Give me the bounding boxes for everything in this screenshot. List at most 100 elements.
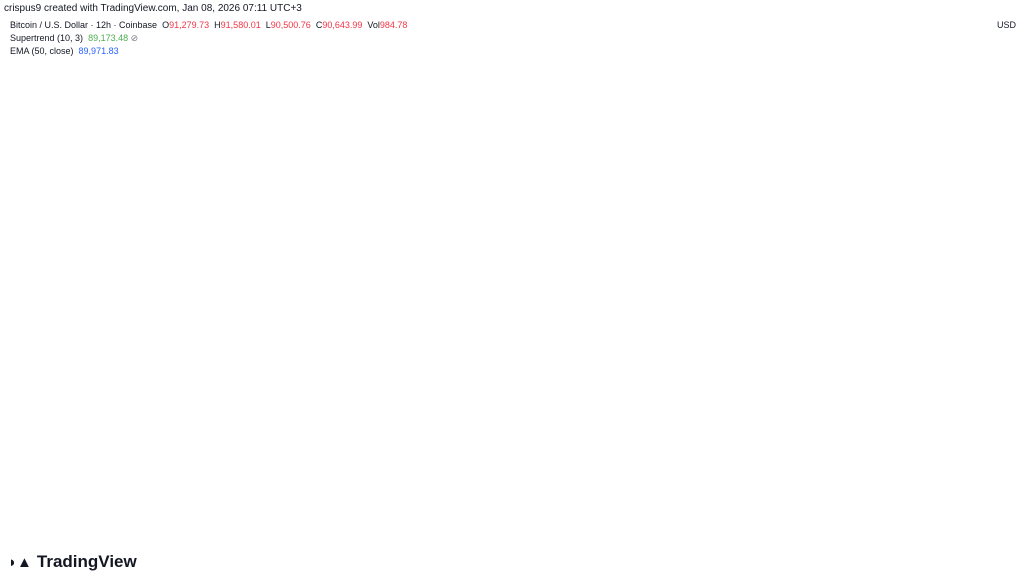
- y-tick-label: 88,000.00: [961, 412, 1006, 423]
- candle-body: [588, 418, 592, 438]
- candle-body: [73, 183, 76, 186]
- candle-body: [730, 376, 733, 381]
- candle-body: [534, 310, 537, 328]
- resistance-price-label: 94,516.82: [960, 353, 1005, 364]
- candle-body: [403, 175, 407, 182]
- candle-body: [810, 403, 813, 408]
- candle-body: [54, 193, 58, 201]
- candle-body: [160, 198, 163, 204]
- tradingview-logo: ◗▲ TradingView: [8, 552, 137, 572]
- measure-label: −3,844.00 (−4.06%) −384,400: [214, 401, 321, 410]
- candle-body: [192, 207, 196, 213]
- candle-body: [47, 196, 51, 200]
- candle-body: [123, 152, 127, 155]
- candle-body: [18, 205, 22, 210]
- candle-body: [163, 201, 167, 204]
- candle-body: [269, 91, 272, 101]
- y-tick-label: 124,000.00: [955, 80, 1005, 91]
- candle-body: [617, 403, 621, 408]
- candle-body: [606, 416, 610, 430]
- candle-body: [178, 212, 181, 217]
- candle-body: [378, 201, 381, 208]
- candle-body: [817, 409, 820, 417]
- candle-body: [236, 97, 240, 100]
- candle-body: [748, 392, 751, 400]
- candle-body: [508, 259, 512, 270]
- candle-body: [820, 410, 824, 417]
- candle-body: [530, 304, 534, 311]
- candle-body: [802, 402, 806, 406]
- candle-body: [566, 369, 570, 377]
- candle-body: [610, 416, 613, 419]
- candle-body: [152, 186, 156, 191]
- candle-body: [882, 391, 886, 401]
- candle-body: [486, 271, 490, 277]
- candle-body: [773, 408, 777, 411]
- candle-body: [211, 156, 214, 171]
- candle-body: [908, 357, 911, 368]
- supertrend-value: 89,173.48: [88, 33, 129, 43]
- candle-body: [301, 188, 305, 190]
- candle-body: [33, 210, 36, 213]
- candle-body: [218, 123, 221, 137]
- candle-body: [635, 382, 639, 386]
- ema-value: 89,971.83: [78, 46, 119, 56]
- candle-body: [221, 120, 225, 124]
- candle-body: [254, 74, 258, 86]
- candle-body: [628, 391, 632, 394]
- candle-body: [632, 385, 635, 392]
- candle-body: [733, 380, 737, 390]
- close-label: C: [315, 20, 323, 30]
- candle-body: [741, 392, 744, 398]
- x-tick-label: Nov: [432, 529, 450, 540]
- candle-body: [922, 372, 926, 386]
- candle-body: [780, 422, 784, 426]
- low-label: L: [265, 20, 271, 30]
- eye-off-icon[interactable]: ⊘: [130, 33, 139, 43]
- candle-body: [552, 356, 555, 359]
- candle-body: [643, 379, 646, 383]
- candle-body: [185, 218, 189, 220]
- logo-text: TradingView: [36, 552, 137, 571]
- y-tick-label: 112,000.00: [956, 191, 1006, 202]
- candle-body: [109, 157, 113, 167]
- candle-body: [189, 212, 192, 219]
- candle-body: [574, 386, 577, 394]
- candle-body: [247, 83, 250, 85]
- chart-legend: Bitcoin / U.S. Dollar · 12h · Coinbase O…: [6, 17, 412, 60]
- candle-body: [381, 200, 385, 202]
- supertrend-row[interactable]: Supertrend (10, 3) 89,173.48 ⊘: [10, 32, 407, 45]
- candle-body: [98, 163, 102, 165]
- candle-body: [87, 176, 91, 178]
- candle-body: [40, 202, 44, 210]
- candle-body: [911, 354, 915, 358]
- candle-body: [370, 204, 374, 211]
- y-tick-label: 116,000.00: [956, 154, 1006, 165]
- candle-body: [918, 365, 922, 373]
- candle-body: [806, 402, 809, 404]
- candle-body: [312, 193, 316, 199]
- candle-body: [76, 174, 80, 184]
- candle-body: [490, 266, 494, 272]
- candle-body: [363, 207, 367, 212]
- y-tick-label: 80,000.00: [961, 486, 1006, 497]
- candle-body: [91, 174, 94, 178]
- candle-body: [330, 245, 334, 248]
- x-tick-label: Oct: [208, 529, 224, 540]
- candle-body: [334, 244, 338, 248]
- candle-body: [497, 263, 501, 271]
- y-tick-label: 128,000.00: [955, 43, 1005, 54]
- candle-body: [715, 377, 719, 380]
- candle-body: [359, 211, 363, 222]
- candle-body: [443, 215, 446, 220]
- candle-body: [167, 201, 171, 213]
- candle-body: [584, 408, 588, 419]
- ema-row[interactable]: EMA (50, close) 89,971.83: [10, 45, 407, 58]
- candle-body: [276, 108, 280, 150]
- candle-body: [770, 408, 773, 412]
- candle-body: [897, 380, 900, 383]
- candle-body: [171, 212, 174, 218]
- candle-body: [722, 377, 726, 379]
- candle-body: [258, 85, 261, 92]
